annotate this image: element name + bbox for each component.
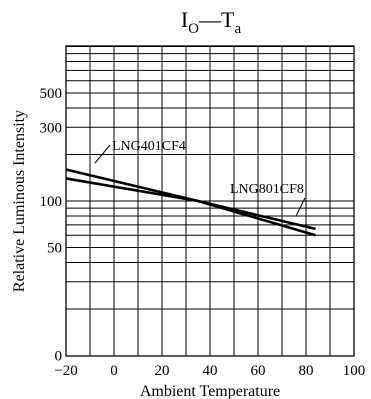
x-tick-label: 100 [343, 363, 366, 379]
series-line-LNG801CF8 [65, 177, 316, 231]
series-labels: LNG401CF4 LNG801CF8 [94, 139, 306, 217]
grid [65, 46, 355, 356]
chart-title: IO—Ta [181, 7, 242, 37]
y-tick-label: 0 [55, 349, 63, 365]
x-tick-label: 80 [299, 363, 314, 379]
title-tail-sub: a [234, 21, 241, 37]
y-tick-label: 500 [40, 86, 63, 102]
y-tick-label: 50 [47, 241, 62, 257]
x-tick-label: 40 [203, 363, 218, 379]
y-axis-label: Relative Luminous Intensity [11, 110, 28, 292]
x-tick-label: 20 [155, 363, 170, 379]
title-dash: — [198, 7, 222, 32]
y-tick-labels: 0 50 100 300 500 [40, 86, 63, 364]
y-tick-label: 300 [40, 120, 63, 136]
title-sub: O [188, 21, 199, 37]
x-tick-label: 0 [110, 363, 118, 379]
series-label-leader [94, 144, 111, 164]
y-tick-label: 100 [40, 194, 63, 210]
series-label-leader [295, 197, 306, 217]
title-main: I [181, 7, 188, 32]
x-tick-label: 60 [251, 363, 266, 379]
plot-frame [65, 45, 355, 357]
title-tail: T [221, 7, 235, 32]
series-label-LNG801CF8: LNG801CF8 [230, 182, 304, 197]
x-tick-labels: −20 0 20 40 60 80 100 [54, 363, 365, 379]
x-axis-label: Ambient Temperature [140, 383, 280, 399]
series-label-LNG401CF4: LNG401CF4 [112, 139, 186, 154]
x-tick-label: −20 [54, 363, 77, 379]
series-lines [65, 168, 316, 237]
